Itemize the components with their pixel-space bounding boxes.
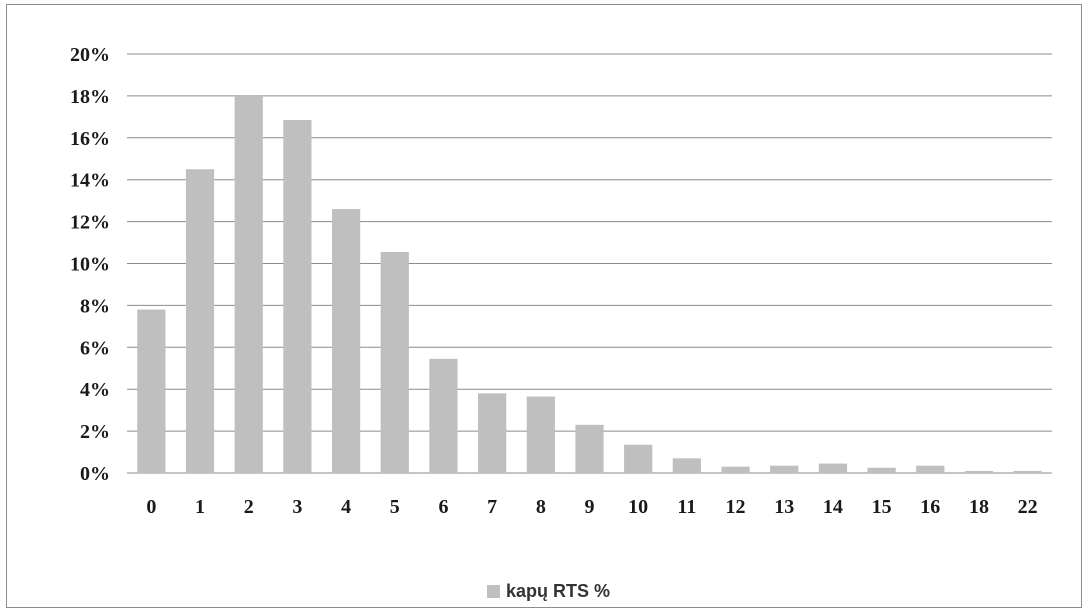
bar [624,444,653,473]
x-tick-label: 22 [1018,496,1038,518]
bar [429,358,458,473]
bar [137,309,166,473]
bar [575,424,604,473]
x-tick-label: 18 [969,496,989,518]
bars [137,95,1042,474]
x-tick-label: 1 [195,496,205,518]
y-tick-label: 20% [70,44,110,66]
y-tick-label: 8% [80,295,110,317]
legend-swatch [487,585,500,598]
x-tick-label: 8 [536,496,546,518]
bar [331,209,361,473]
y-tick-label: 12% [70,212,110,234]
bar [916,465,945,473]
bar [526,396,555,473]
x-tick-label: 14 [823,496,843,518]
x-tick-label: 15 [872,496,892,518]
x-tick-label: 9 [585,496,595,518]
y-tick-label: 14% [70,170,110,192]
y-tick-label: 4% [80,379,110,401]
bar [867,467,896,473]
x-tick-label: 12 [726,496,746,518]
bar [770,465,799,473]
x-tick-label: 4 [341,496,351,518]
y-tick-label: 0% [80,463,110,485]
x-tick-label: 3 [292,496,302,518]
legend-label: kapų RTS % [506,581,611,601]
y-tick-label: 2% [80,421,110,443]
bar [1013,470,1042,473]
x-tick-label: 6 [438,496,448,518]
x-tick-label: 5 [390,496,400,518]
bar [234,95,263,474]
y-tick-label: 18% [70,86,110,108]
x-tick-label: 16 [920,496,940,518]
y-axis-tick-labels: 0% 2% 4% 6% 8% 10% 12% 14% 16% 18% 20% [70,44,110,485]
chart-frame [6,4,1082,608]
y-tick-label: 10% [70,254,110,276]
bar [721,466,750,473]
bar [478,393,507,473]
gridlines [127,53,1052,474]
y-tick-label: 16% [70,128,110,150]
legend: kapų RTS % [487,581,610,602]
x-tick-label: 0 [146,496,156,518]
bar [185,169,215,473]
bar [818,463,848,473]
x-axis-tick-labels: 0 1 2 3 4 5 6 7 8 9 10 11 12 13 14 15 16 18 22 [146,496,1037,518]
x-tick-label: 13 [774,496,794,518]
x-tick-label: 10 [628,496,648,518]
x-tick-label: 7 [487,496,497,518]
bar [964,470,994,473]
bar [283,119,312,474]
x-tick-label: 11 [677,496,696,518]
bar [672,458,701,473]
bar [380,251,409,473]
x-tick-label: 2 [244,496,254,518]
y-tick-label: 6% [80,337,110,359]
